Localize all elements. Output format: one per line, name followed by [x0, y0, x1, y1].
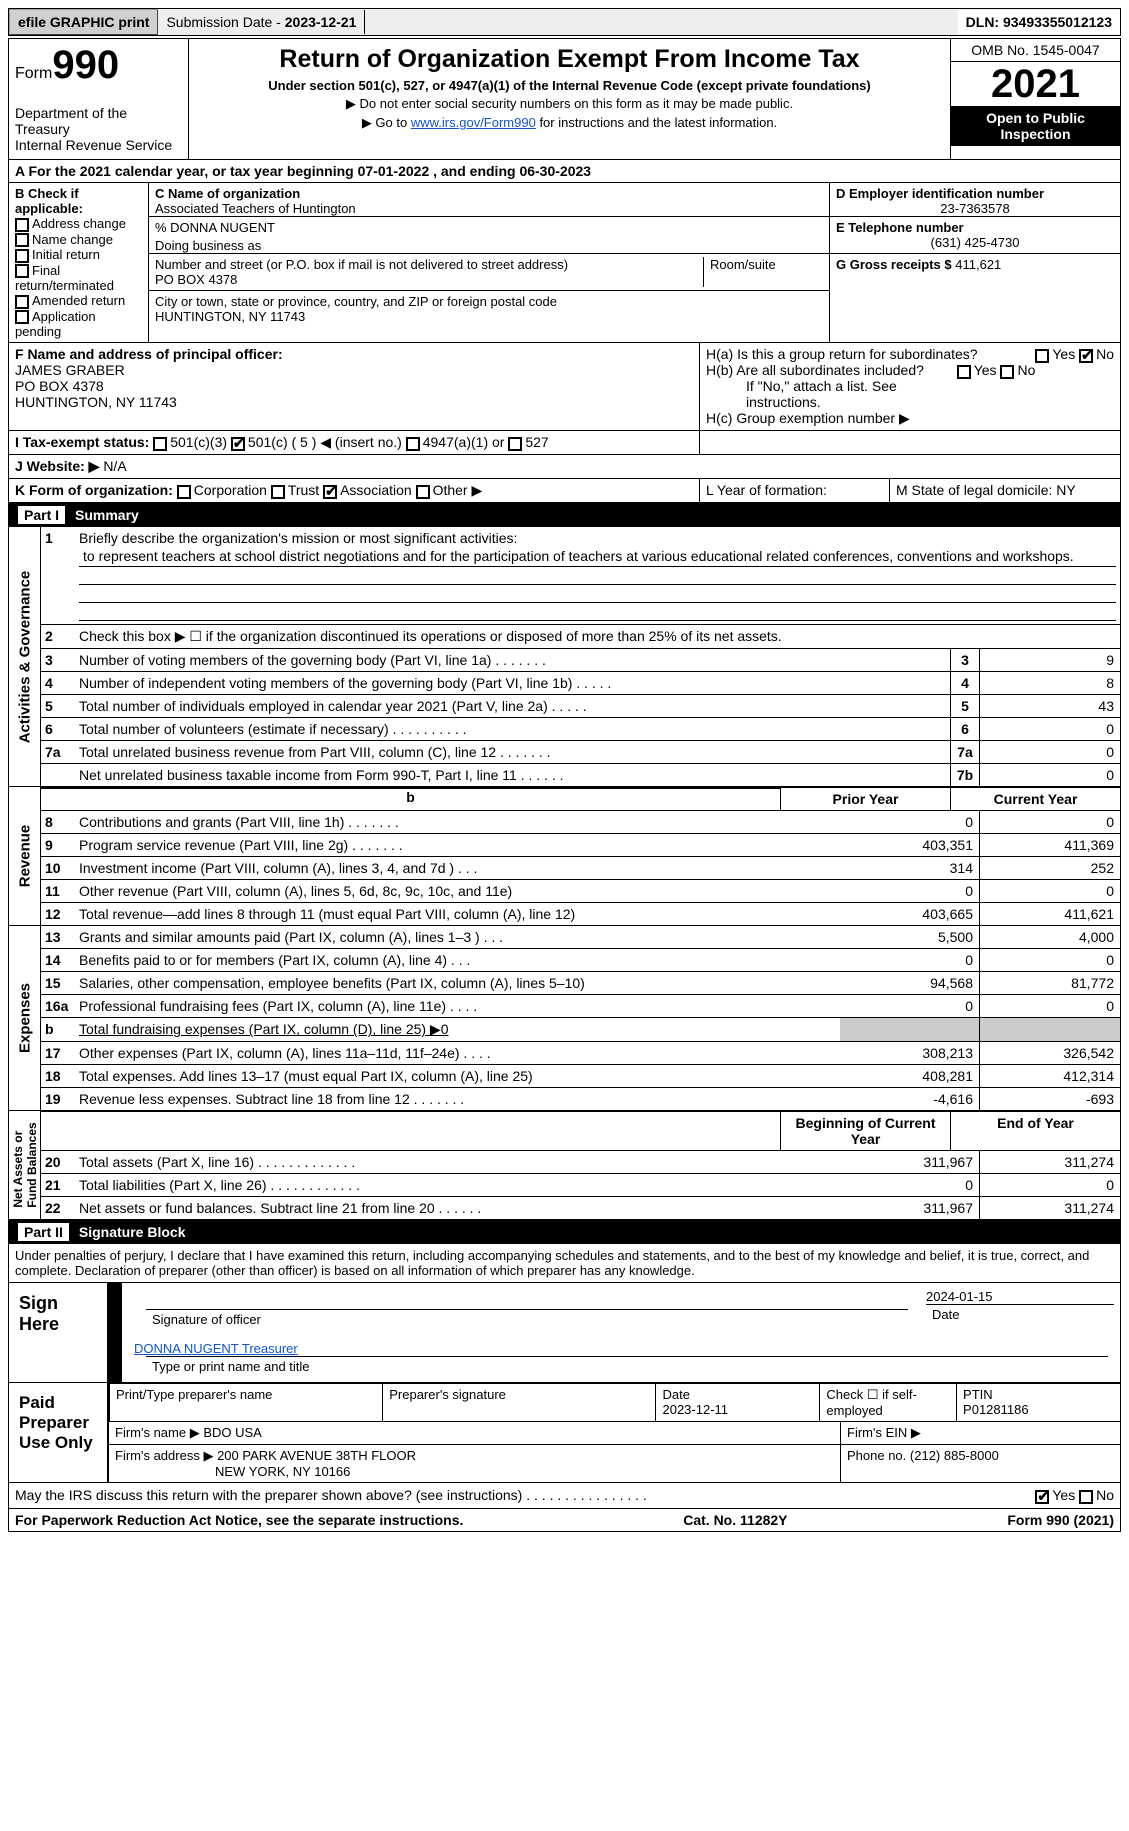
firm-phone: (212) 885-8000: [910, 1448, 999, 1463]
part-i-header: Part ISummary: [8, 503, 1121, 527]
form-header: Form990 Department of the Treasury Inter…: [8, 38, 1121, 160]
efile-print-button[interactable]: efile GRAPHIC print: [9, 9, 158, 35]
val-4: 8: [980, 672, 1120, 694]
activities-governance-label: Activities & Governance: [16, 571, 33, 744]
mission-text: to represent teachers at school district…: [79, 546, 1116, 567]
city-state-zip: HUNTINGTON, NY 11743: [155, 309, 823, 324]
block-b: B Check if applicable: Address change Na…: [9, 183, 149, 342]
line-k: K Form of organization: Corporation Trus…: [9, 479, 700, 502]
irs-gov-link[interactable]: www.irs.gov/Form990: [411, 115, 536, 130]
checkbox-yes-hb[interactable]: [957, 365, 971, 379]
val-5: 43: [980, 695, 1120, 717]
checkbox-no-hb[interactable]: [1000, 365, 1014, 379]
gross-receipts: 411,621: [955, 257, 1001, 272]
open-public: Open to Public Inspection: [951, 106, 1120, 146]
irs-label: Internal Revenue Service: [15, 137, 182, 153]
omb-number: OMB No. 1545-0047: [951, 39, 1120, 62]
line-m: M State of legal domicile: NY: [890, 479, 1120, 502]
block-c: C Name of organization Associated Teache…: [149, 183, 830, 342]
checkbox-amended[interactable]: [15, 295, 29, 309]
checkbox-name[interactable]: [15, 233, 29, 247]
checkbox-yes-ha[interactable]: [1035, 349, 1049, 363]
prep-date: 2023-12-11: [662, 1402, 728, 1417]
phone: (631) 425-4730: [836, 235, 1114, 250]
street-address: PO BOX 4378: [155, 272, 703, 287]
checkbox-final[interactable]: [15, 264, 29, 278]
checkbox-address[interactable]: [15, 218, 29, 232]
form-word: Form: [15, 65, 52, 82]
form-number: 990: [52, 43, 119, 87]
discuss-row: May the IRS discuss this return with the…: [8, 1483, 1121, 1508]
checkbox-discuss-no[interactable]: [1079, 1490, 1093, 1504]
submission-date: Submission Date - 2023-12-21: [158, 10, 365, 34]
block-f: F Name and address of principal officer:…: [9, 343, 700, 430]
officer-name: JAMES GRABER: [15, 362, 693, 378]
checkbox-initial[interactable]: [15, 249, 29, 263]
top-bar: efile GRAPHIC print Submission Date - 20…: [8, 8, 1121, 36]
part-ii-header: Part IISignature Block: [8, 1220, 1121, 1244]
net-assets-label: Net Assets orFund Balances: [11, 1123, 39, 1208]
ptin: P01281186: [963, 1402, 1029, 1417]
sign-here: Sign Here Signature of officer 2024-01-1…: [8, 1283, 1121, 1383]
val-6: 0: [980, 718, 1120, 740]
line-a: A For the 2021 calendar year, or tax yea…: [8, 160, 1121, 183]
revenue-label: Revenue: [16, 825, 33, 888]
website: N/A: [103, 458, 126, 474]
checkbox-no-ha[interactable]: [1079, 349, 1093, 363]
line-l: L Year of formation:: [700, 479, 890, 502]
signer-name[interactable]: DONNA NUGENT Treasurer: [134, 1341, 1108, 1356]
paid-preparer: Paid Preparer Use Only Print/Type prepar…: [8, 1383, 1121, 1483]
officer-city: HUNTINGTON, NY 11743: [15, 394, 693, 410]
instructions-link: ▶ Go to www.irs.gov/Form990 for instruct…: [199, 115, 940, 131]
officer-addr: PO BOX 4378: [15, 378, 693, 394]
line-j: J Website: ▶ N/A: [9, 455, 1120, 478]
firm-name: BDO USA: [203, 1425, 262, 1440]
val-7b: 0: [980, 764, 1120, 786]
dln: DLN: 93493355012123: [958, 10, 1120, 34]
checkbox-pending[interactable]: [15, 310, 29, 324]
subtitle-section: Under section 501(c), 527, or 4947(a)(1)…: [199, 78, 940, 93]
declaration: Under penalties of perjury, I declare th…: [8, 1244, 1121, 1283]
val-7a: 0: [980, 741, 1120, 763]
block-d: D Employer identification number 23-7363…: [830, 183, 1120, 342]
checkbox-discuss-yes[interactable]: [1035, 1490, 1049, 1504]
block-h: H(a) Is this a group return for subordin…: [700, 343, 1120, 430]
org-name: Associated Teachers of Huntington: [155, 201, 823, 216]
val-3: 9: [980, 649, 1120, 671]
ein: 23-7363578: [836, 201, 1114, 216]
dept-treasury: Department of the Treasury: [15, 105, 182, 137]
footer: For Paperwork Reduction Act Notice, see …: [8, 1509, 1121, 1532]
tax-year: 2021: [951, 62, 1120, 106]
ssn-notice: ▶ Do not enter social security numbers o…: [199, 96, 940, 112]
firm-addr: 200 PARK AVENUE 38TH FLOOR: [217, 1448, 416, 1463]
page-title: Return of Organization Exempt From Incom…: [199, 45, 940, 74]
line-i: I Tax-exempt status: 501(c)(3) 501(c) ( …: [9, 431, 700, 454]
care-of: % DONNA NUGENT: [149, 216, 829, 238]
expenses-label: Expenses: [16, 983, 33, 1053]
sign-date: 2024-01-15: [926, 1289, 1114, 1304]
